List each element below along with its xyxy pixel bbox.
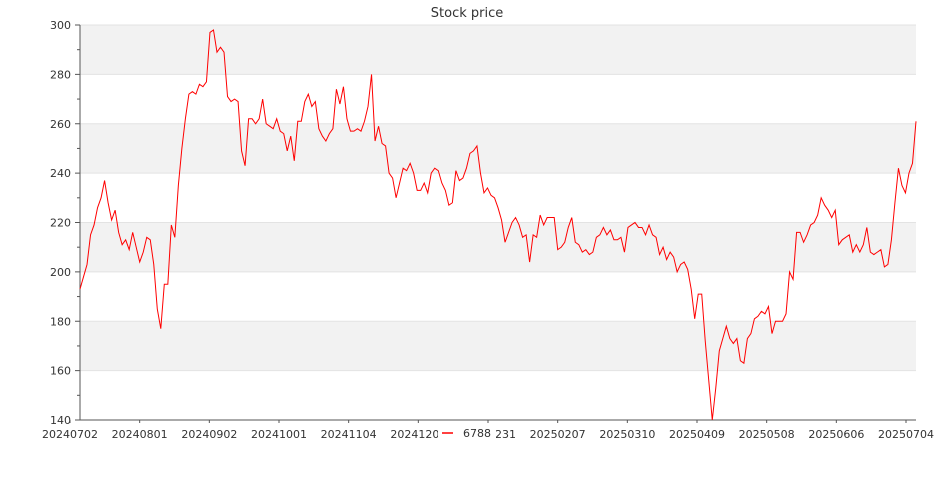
series-line-6788 <box>79 29 917 421</box>
x-tick-label: 20240702 <box>42 428 98 441</box>
y-axis: 140 160 180 200 220 240 260 280 300 <box>50 19 81 427</box>
y-tick-label: 160 <box>50 365 71 378</box>
grid-band <box>80 321 916 371</box>
y-tick-label: 220 <box>50 217 71 230</box>
grid-bands <box>80 25 916 371</box>
grid-band <box>80 25 916 75</box>
y-tick-label: 260 <box>50 118 71 131</box>
x-tick-label: 20241001 <box>251 428 307 441</box>
y-tick-label: 200 <box>50 266 71 279</box>
x-tick-label: 20250310 <box>599 428 655 441</box>
x-tick-label: 20250409 <box>669 428 725 441</box>
x-tick-label: 20250704 <box>878 428 934 441</box>
legend-label: 6788 <box>463 427 491 440</box>
grid-lines <box>80 24 916 421</box>
x-tick-label: 20250207 <box>530 428 586 441</box>
legend: 6788 <box>438 424 496 442</box>
chart-title: Stock price <box>431 6 503 21</box>
x-tick-label: 20240902 <box>181 428 237 441</box>
x-tick-label: 20241104 <box>321 428 377 441</box>
grid-band <box>80 123 916 174</box>
x-tick-label: 20250508 <box>739 428 795 441</box>
y-tick-label: 300 <box>50 19 71 32</box>
x-tick-label: 20250606 <box>808 428 864 441</box>
x-axis: 20240702 20240801 20240902 20241001 20241104… <box>42 419 934 441</box>
y-tick-label: 240 <box>50 167 71 180</box>
legend-background <box>438 424 496 442</box>
y-tick-label: 180 <box>50 315 71 328</box>
y-tick-label: 280 <box>50 68 71 81</box>
x-tick-label: 20241203 <box>390 428 446 441</box>
grid-band <box>80 222 916 272</box>
x-tick-label: 20240801 <box>112 428 168 441</box>
y-tick-label: 140 <box>50 414 71 427</box>
